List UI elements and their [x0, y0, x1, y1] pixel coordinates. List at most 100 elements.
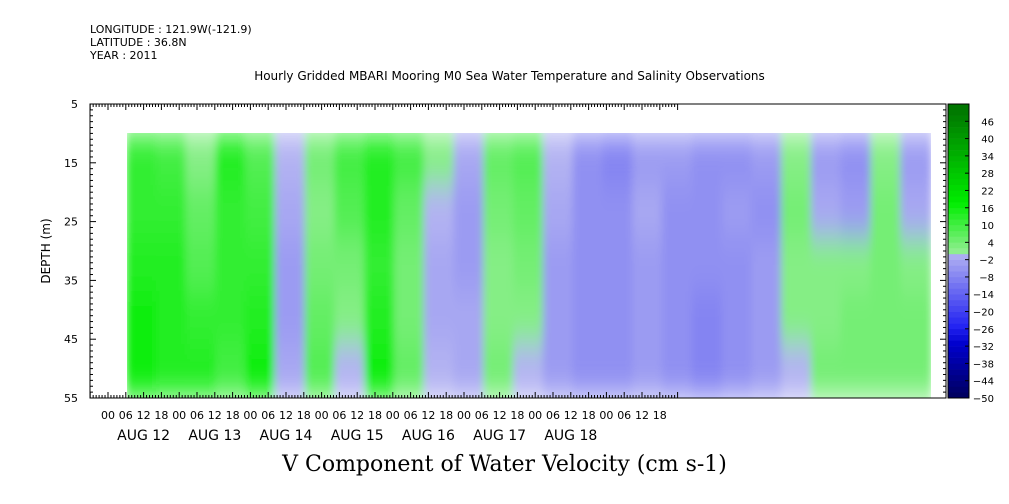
colorbar-frame	[947, 103, 970, 399]
heatmap-cell	[632, 185, 664, 241]
x-day-label: AUG 18	[544, 428, 597, 444]
heatmap-cell	[364, 133, 396, 188]
heatmap-cell	[662, 133, 694, 188]
x-hour-label: 00	[315, 409, 329, 422]
x-hour-label: 12	[350, 409, 364, 422]
heatmap-cell	[215, 133, 248, 188]
colorbar-segment	[948, 259, 969, 266]
heatmap-cell	[364, 185, 396, 241]
colorbar-label: −26	[973, 325, 994, 336]
heatmap-cell	[870, 344, 903, 398]
heatmap-cell	[691, 133, 724, 188]
colorbar-label: −44	[973, 377, 994, 388]
y-tick-label: 35	[64, 274, 78, 287]
heatmap-cell	[423, 185, 456, 241]
x-hour-label: 06	[617, 409, 631, 422]
y-axis-label: DEPTH (m)	[39, 218, 53, 283]
heatmap-cell	[215, 291, 248, 347]
colorbar-label: −50	[973, 394, 994, 405]
heatmap-cell	[185, 133, 218, 188]
x-hour-label: 18	[439, 409, 453, 422]
colorbar-segment	[948, 334, 969, 341]
x-hour-label: 18	[653, 409, 667, 422]
heatmap-cell	[483, 133, 516, 188]
heatmap-cell	[840, 238, 873, 294]
heatmap-cell	[662, 185, 694, 241]
x-hour-label: 12	[564, 409, 578, 422]
colorbar-label: −8	[979, 273, 994, 284]
latitude-label: LATITUDE : 36.8N	[90, 36, 187, 49]
x-hour-label: 18	[582, 409, 596, 422]
x-hour-label: 12	[137, 409, 151, 422]
y-tick-label: 45	[64, 333, 78, 346]
heatmap-cell	[751, 185, 784, 241]
heatmap-cell	[215, 344, 248, 398]
heatmap-cell	[155, 238, 188, 294]
heatmap-cell	[602, 185, 635, 241]
x-day-label: AUG 15	[331, 428, 384, 444]
colorbar-segment	[948, 288, 969, 295]
colorbar-segment	[948, 380, 969, 387]
heatmap-cell	[572, 133, 605, 188]
x-hour-label: 18	[226, 409, 240, 422]
x-hour-label: 18	[510, 409, 524, 422]
colorbar-segment	[948, 351, 969, 358]
heatmap-cell	[810, 344, 843, 398]
year-label: YEAR : 2011	[90, 49, 158, 62]
x-hour-label: 18	[368, 409, 382, 422]
x-hour-label: 06	[475, 409, 489, 422]
heatmap-cell	[572, 185, 605, 241]
heatmap-cell	[394, 238, 426, 294]
colorbar-segment	[948, 178, 969, 185]
colorbar-segment	[948, 392, 969, 399]
colorbar-segment	[948, 196, 969, 203]
heatmap-cell	[602, 344, 635, 398]
x-hour-label: 06	[261, 409, 275, 422]
colorbar-segment	[948, 104, 969, 111]
colorbar-label: 40	[981, 135, 994, 146]
heatmap-cell	[274, 238, 307, 294]
heatmap-cell	[423, 133, 456, 188]
x-hour-label: 18	[297, 409, 311, 422]
colorbar-segment	[948, 219, 969, 226]
heatmap-cell	[185, 291, 218, 347]
heatmap-cell	[274, 133, 307, 188]
heatmap-cell	[602, 291, 635, 347]
x-hour-label: 00	[599, 409, 613, 422]
colorbar-segment	[948, 311, 969, 318]
heatmap-cell	[274, 291, 307, 347]
x-hour-label: 06	[119, 409, 133, 422]
heatmap-cell	[245, 291, 277, 347]
heatmap-cell	[423, 291, 456, 347]
x-day-label: AUG 17	[473, 428, 526, 444]
heatmap-cell	[781, 185, 813, 241]
x-day-label: AUG 16	[402, 428, 455, 444]
heatmap-cell	[394, 185, 426, 241]
heatmap-cell	[691, 185, 724, 241]
heatmap-cell	[542, 344, 575, 398]
heatmap-cell	[900, 344, 931, 398]
heatmap-cell	[870, 238, 903, 294]
heatmap-cell	[513, 344, 545, 398]
heatmap-cell	[840, 291, 873, 347]
colorbar-segment	[948, 265, 969, 272]
heatmap-cell	[453, 344, 486, 398]
heatmap-cell	[304, 291, 337, 347]
heatmap-cell	[810, 291, 843, 347]
colorbar-segment	[948, 271, 969, 278]
heatmap-cell	[127, 291, 158, 347]
heatmap-cell	[572, 344, 605, 398]
heatmap-cell	[423, 344, 456, 398]
colorbar-segment	[948, 109, 969, 116]
colorbar-label: −14	[973, 290, 994, 301]
heatmap-cell	[127, 238, 158, 294]
heatmap-cell	[721, 185, 754, 241]
heatmap-cell	[751, 344, 784, 398]
heatmap-cell	[900, 291, 931, 347]
heatmap-cell	[542, 133, 575, 188]
heatmap-cell	[364, 344, 396, 398]
heatmap-cell	[304, 238, 337, 294]
heatmap-cell	[513, 238, 545, 294]
colorbar-segment	[948, 202, 969, 209]
